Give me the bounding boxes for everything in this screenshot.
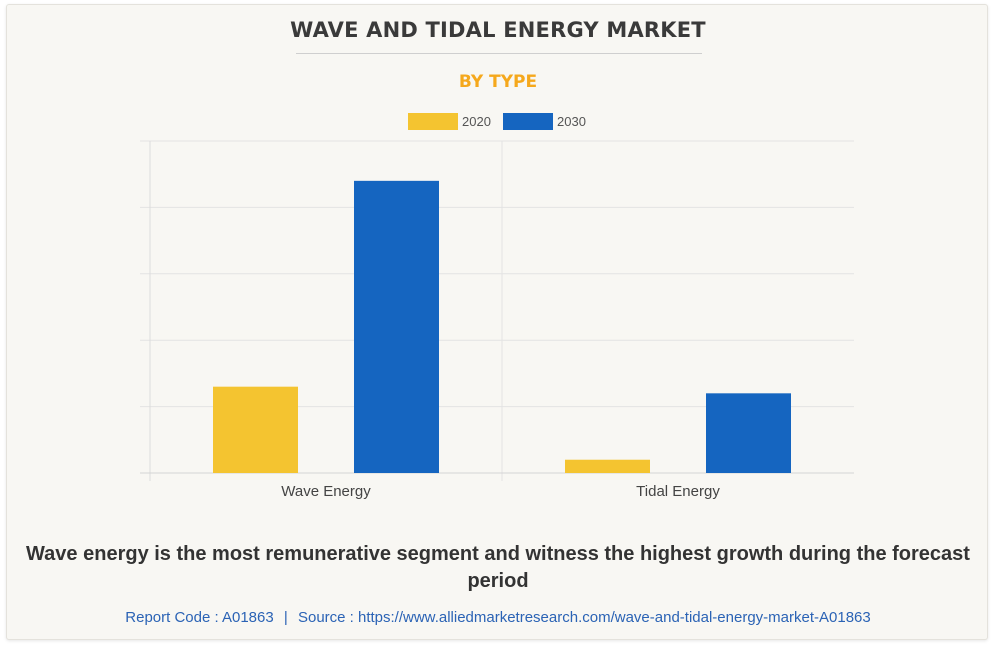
bar-2030-tidal-energy <box>706 393 791 473</box>
chart-caption: Wave energy is the most remunerative seg… <box>26 543 970 592</box>
legend-label-2020: 2020 <box>462 114 491 129</box>
footer-separator: | <box>283 609 288 626</box>
legend-swatch-2030 <box>503 113 553 130</box>
bar-2030-wave-energy <box>354 180 439 473</box>
bar-2020-wave-energy <box>213 386 298 473</box>
report-code: Report Code : A01863 <box>125 609 274 626</box>
source-link[interactable]: Source : https://www.alliedmarketresearc… <box>297 609 871 626</box>
legend-swatch-2020 <box>408 113 458 130</box>
bar-2020-tidal-energy <box>565 459 650 473</box>
legend-label-2030: 2030 <box>557 114 586 129</box>
x-tick-label: Wave Energy <box>281 483 371 500</box>
chart-title: WAVE AND TIDAL ENERGY MARKET <box>290 18 706 42</box>
bar-chart: Wave Energy Tidal Energy 2020 2030 <box>140 113 854 500</box>
x-tick-label: Tidal Energy <box>636 483 720 500</box>
title-divider <box>296 53 702 54</box>
chart-subtitle: BY TYPE <box>458 72 538 92</box>
source-footer: Report Code : A01863 | Source : https://… <box>0 609 996 626</box>
chart-card <box>6 4 988 640</box>
